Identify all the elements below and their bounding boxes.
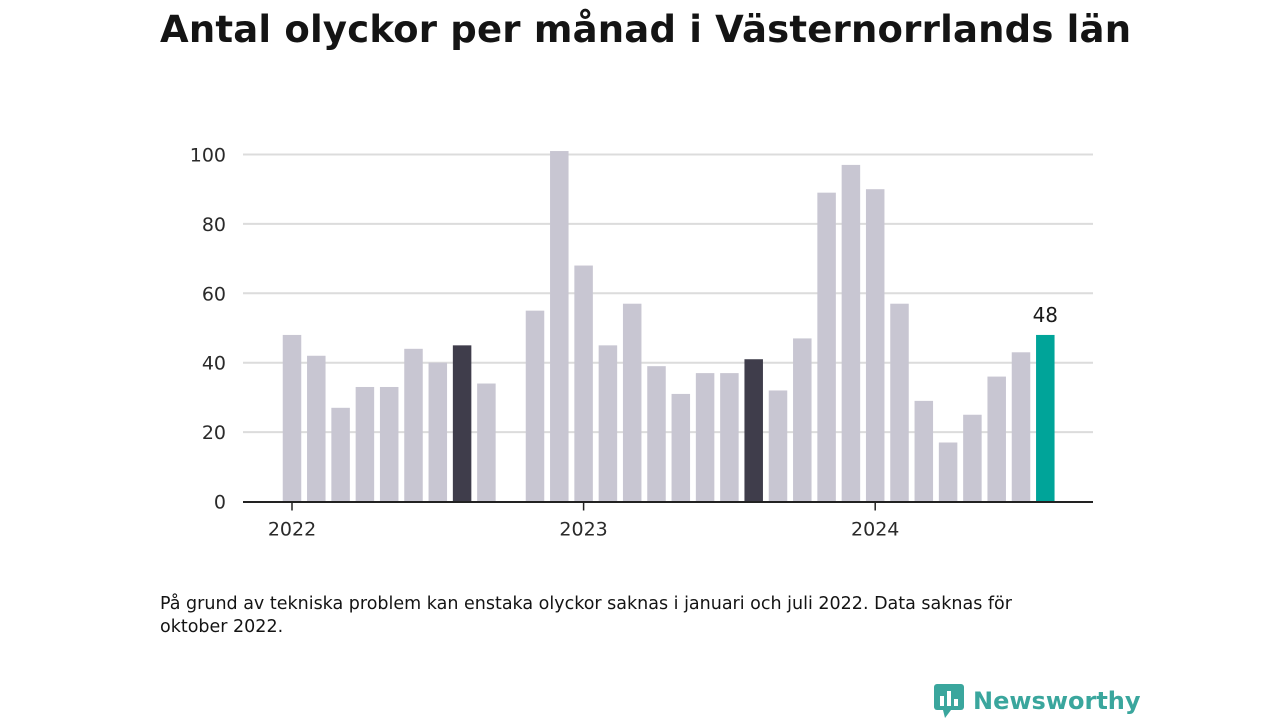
y-tick-label: 80 xyxy=(202,214,226,236)
bar xyxy=(452,345,472,502)
bar xyxy=(477,383,496,502)
y-tick-label: 20 xyxy=(202,422,226,444)
bar xyxy=(695,373,715,502)
chart-title: Antal olyckor per månad i Västernorrland… xyxy=(160,8,1132,51)
brand-name: Newsworthy xyxy=(973,687,1141,715)
bar xyxy=(574,265,593,502)
bar xyxy=(331,407,350,502)
x-axis-ticks: 2022 2023 2024 xyxy=(268,502,899,541)
bar xyxy=(865,189,885,502)
x-tick-label: 2023 xyxy=(559,519,607,541)
bar xyxy=(768,390,788,502)
y-tick-label: 100 xyxy=(190,145,226,167)
footnote: På grund av tekniska problem kan enstaka… xyxy=(160,594,1012,637)
bar xyxy=(817,192,836,502)
bar xyxy=(404,348,423,502)
bar xyxy=(793,338,812,502)
bar xyxy=(671,393,691,502)
bar xyxy=(550,151,569,502)
x-tick-label: 2024 xyxy=(851,519,899,541)
bar xyxy=(428,362,448,502)
bar xyxy=(720,373,739,502)
bar xyxy=(963,414,982,502)
bar xyxy=(598,345,618,502)
bar xyxy=(1011,352,1031,502)
bars xyxy=(282,151,1055,502)
data-label: 48 xyxy=(1033,303,1058,327)
y-tick-label: 0 xyxy=(214,492,226,514)
bar xyxy=(744,359,763,502)
bar xyxy=(622,303,642,502)
bar xyxy=(647,366,666,502)
bar xyxy=(914,400,934,502)
y-axis-tick-labels: 0 20 40 60 80 100 xyxy=(190,145,226,514)
bar xyxy=(525,310,545,502)
x-tick-label: 2022 xyxy=(268,519,316,541)
bar xyxy=(841,164,861,502)
bar xyxy=(938,442,958,502)
brand-logo[interactable]: Newsworthy xyxy=(933,683,1141,719)
annotations: 48 xyxy=(1033,303,1058,327)
bar xyxy=(379,386,399,502)
bar xyxy=(307,355,326,502)
bar xyxy=(987,376,1006,502)
y-tick-label: 40 xyxy=(202,353,226,375)
bar xyxy=(1036,334,1055,502)
bar xyxy=(355,386,375,502)
bar xyxy=(282,334,302,502)
y-tick-label: 60 xyxy=(202,283,226,305)
newsworthy-logo-icon xyxy=(934,684,964,718)
bar xyxy=(890,303,909,502)
